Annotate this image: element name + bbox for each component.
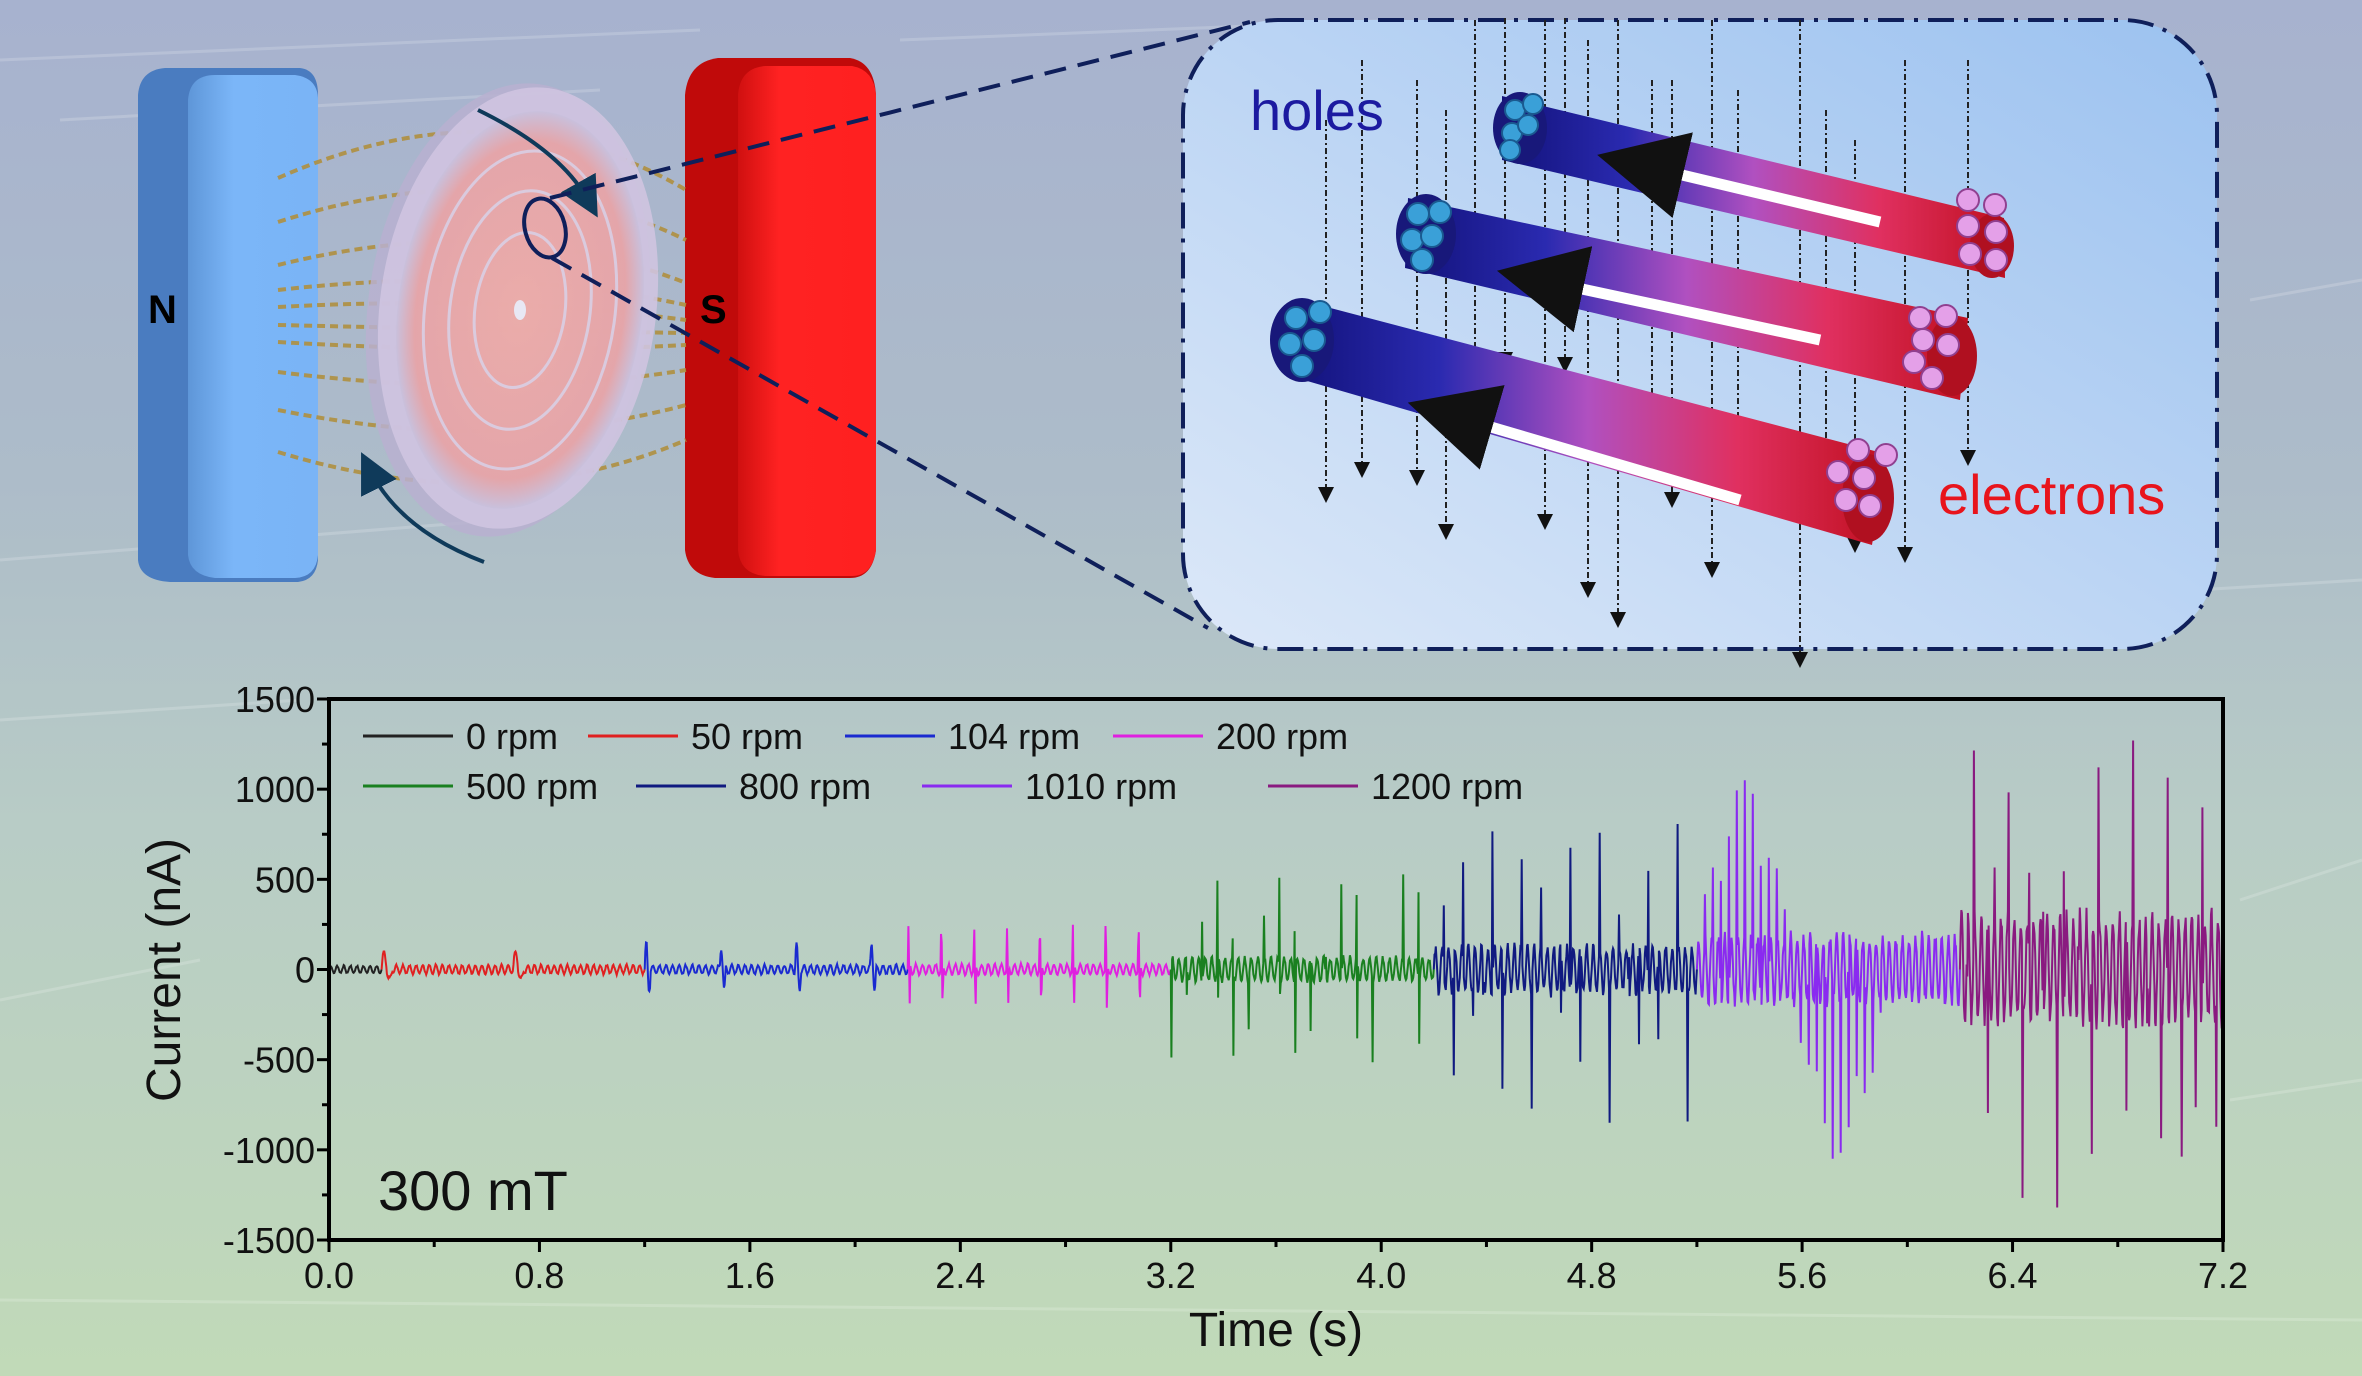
y-tick-label: -1000 [223,1130,315,1171]
south-magnet [685,58,876,578]
rotation-arrow-icon [477,108,598,218]
series-line-500-rpm [1169,874,1435,1063]
y-tick-label: 1500 [235,679,315,720]
x-tick-label: 3.2 [1146,1255,1196,1296]
x-tick-label: 6.4 [1988,1255,2038,1296]
y-tick-label: -500 [243,1040,315,1081]
x-tick-label: 4.0 [1356,1255,1406,1296]
legend-label: 0 rpm [466,716,558,757]
y-tick-label: 0 [295,950,315,991]
series-line-0-rpm [328,963,383,975]
x-tick-label: 1.6 [725,1255,775,1296]
series-line-1200-rpm [1958,740,2224,1208]
x-tick-label: 4.8 [1567,1255,1617,1296]
legend-item: 104 rpm [845,716,1080,757]
legend-label: 104 rpm [948,716,1080,757]
legend-item: 0 rpm [363,716,558,757]
magnet-south-label: S [700,288,727,332]
north-magnet [138,68,318,582]
y-axis-title: Current (nA) [138,838,191,1102]
legend-label: 50 rpm [691,716,803,757]
electrons-label: electrons [1938,463,2166,526]
rotation-arrow-icon [361,452,485,564]
series-layer [328,740,2224,1208]
legend-item: 50 rpm [588,716,803,757]
hole-carriers [1278,93,1544,378]
x-tick-label: 5.6 [1777,1255,1827,1296]
legend-label: 200 rpm [1216,716,1348,757]
legend: 0 rpm 50 rpm 104 rpm 200 rpm 500 rpm 800 rpm 1… [363,716,1523,807]
series-line-50-rpm [380,949,646,981]
field-strength-annotation: 300 mT [378,1159,568,1222]
x-tick-label: 0.8 [514,1255,564,1296]
series-line-200-rpm [906,924,1172,1008]
electron-carriers [1826,188,2008,518]
magnet-north-label: N [148,288,177,332]
x-tick-label: 2.4 [935,1255,985,1296]
series-line-1010-rpm [1695,780,1961,1159]
holes-label: holes [1250,79,1384,142]
legend-item: 1200 rpm [1268,766,1523,807]
y-tick-label: -1500 [223,1220,315,1261]
zoom-connector-line [549,20,1251,200]
legend-label: 500 rpm [466,766,598,807]
x-axis-title: Time (s) [1189,1304,1363,1357]
x-tick-label: 0.0 [304,1255,354,1296]
legend-item: 500 rpm [363,766,598,807]
x-tick-label: 7.2 [2198,1255,2248,1296]
legend-item: 200 rpm [1113,716,1348,757]
zoom-connector-line [551,256,1209,630]
legend-label: 800 rpm [739,766,871,807]
series-line-800-rpm [1432,823,1698,1123]
legend-item: 1010 rpm [922,766,1177,807]
legend-label: 1200 rpm [1371,766,1523,807]
legend-label: 1010 rpm [1025,766,1177,807]
y-tick-label: 500 [255,859,315,900]
series-line-104-rpm [643,941,909,994]
legend-item: 800 rpm [636,766,871,807]
y-tick-label: 1000 [235,769,315,810]
ticks-layer: 0.0 0.8 1.6 2.4 3.2 4.0 4.8 5.6 6.4 7.2 1500 1000 50… [223,679,2248,1296]
